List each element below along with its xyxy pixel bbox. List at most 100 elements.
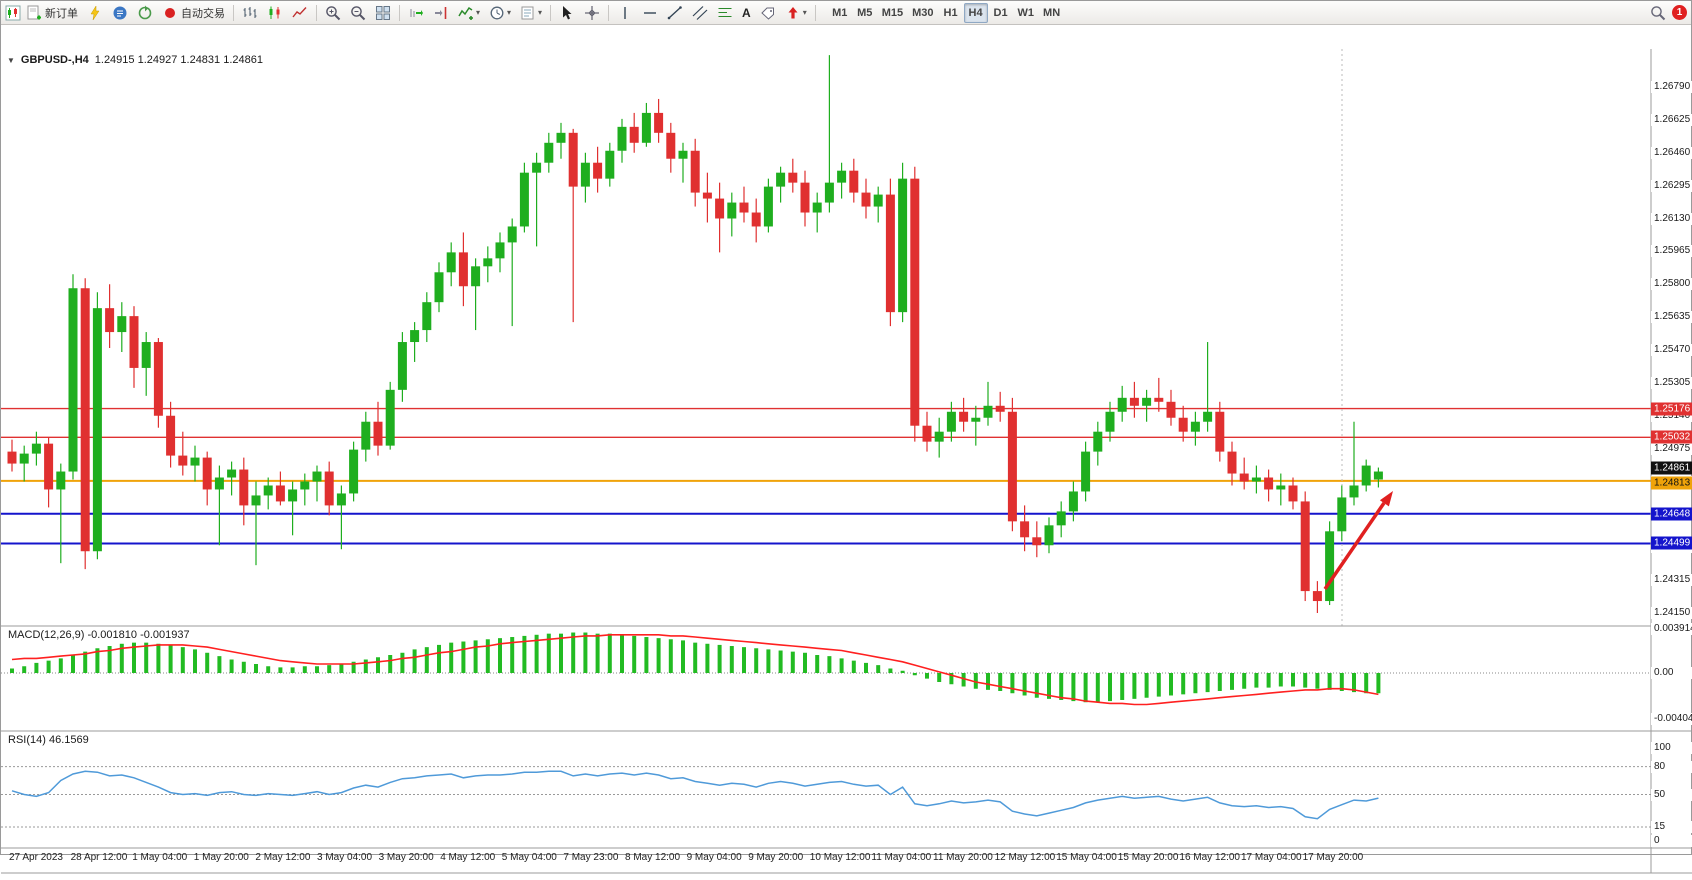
trendline-button[interactable] [663,3,687,23]
label-button[interactable] [756,3,780,23]
notification-badge[interactable]: 1 [1672,5,1687,20]
macd-histogram-bar [779,651,783,673]
arrows-button[interactable]: ▾ [781,3,811,23]
macd-histogram-bar [449,643,453,673]
time-label: 27 Apr 2023 [9,852,63,863]
macd-histogram-bar [608,634,612,673]
one-click-collapse-icon[interactable]: ▼ [7,56,15,65]
timeframe-button-h4[interactable]: H4 [964,3,988,23]
timeframe-button-m30[interactable]: M30 [908,3,937,23]
tile-windows-button[interactable] [371,3,395,23]
time-label: 3 May 20:00 [379,852,434,863]
timeframe-button-m5[interactable]: M5 [853,3,877,23]
candle-body [1215,412,1224,452]
macd-histogram-bar [1157,673,1161,697]
channel-icon [692,5,708,21]
auto-trading-button[interactable]: 自动交易 [158,3,229,23]
auto-scroll-button[interactable] [404,3,428,23]
template-icon [520,5,536,21]
macd-indicator-label: MACD(12,26,9) -0.001810 -0.001937 [8,629,190,641]
macd-histogram-bar [876,665,880,673]
search-icon[interactable] [1650,5,1666,21]
indicators-button[interactable]: ▾ [454,3,484,23]
candle-body [374,422,383,446]
candle-body [471,266,480,286]
macd-histogram-bar [620,635,624,673]
lightning-icon [87,5,103,21]
candle-body [593,163,602,179]
candle-body [569,133,578,187]
macd-histogram-bar [181,647,185,673]
horizontal-line-button[interactable] [638,3,662,23]
chart-shift-button[interactable] [429,3,453,23]
chevron-down-icon: ▾ [507,8,511,17]
macd-histogram-bar [1132,673,1136,699]
crosshair-button[interactable] [580,3,604,23]
market-watch-button[interactable] [108,3,132,23]
new-order-button[interactable]: 新订单 [22,3,82,23]
macd-histogram-bar [71,655,75,673]
candle-body [117,316,126,332]
candle-body [630,127,639,143]
one-click-trading-button[interactable] [83,3,107,23]
candle-body [483,258,492,266]
time-label: 11 May 20:00 [933,852,993,863]
candle-body [1093,432,1102,452]
toolbar: 新订单 自动交易 [1,1,1691,25]
candle-body [215,478,224,490]
candle-body [813,203,822,213]
macd-histogram-bar [1023,673,1027,695]
candle-body [1301,501,1310,591]
toolbar-separator [815,5,816,21]
rsi-axis-label: 80 [1651,761,1692,773]
timeframe-button-w1[interactable]: W1 [1014,3,1039,23]
macd-histogram-bar [47,661,51,673]
price-badge-red: 1.25176 [1651,402,1692,415]
text-button[interactable]: A [738,3,755,23]
timeframe-button-d1[interactable]: D1 [989,3,1013,23]
line-chart-button[interactable] [288,3,312,23]
candle-body [361,422,370,450]
indicators-icon [458,5,474,21]
candle-body [1057,511,1066,525]
macd-histogram-bar [1084,673,1088,702]
macd-histogram-bar [1169,673,1173,695]
candle-body [1203,412,1212,422]
candle-body [349,450,358,494]
rsi-axis-label: 0 [1651,835,1692,847]
equidistant-channel-button[interactable] [688,3,712,23]
timeframe-button-m1[interactable]: M1 [828,3,852,23]
templates-button[interactable]: ▾ [516,3,546,23]
zoom-out-button[interactable] [346,3,370,23]
candlestick-chart-button[interactable] [263,3,287,23]
macd-histogram-bar [169,645,173,673]
macd-histogram-bar [1376,673,1380,693]
candle-body [130,316,139,368]
candle-body [996,406,1005,412]
candle-body [1374,472,1383,480]
zoom-in-icon [325,5,341,21]
timeframe-button-mn[interactable]: MN [1039,3,1064,23]
time-label: 16 May 12:00 [1179,852,1240,863]
candle-body [532,163,541,173]
chart-window-icon [5,5,21,21]
bar-chart-button[interactable] [238,3,262,23]
price-tick-label: 1.24150 [1651,607,1692,619]
refresh-button[interactable] [133,3,157,23]
cursor-button[interactable] [555,3,579,23]
candle-body [410,330,419,342]
time-label: 11 May 04:00 [871,852,931,863]
toolbar-right: 1 [1650,5,1687,21]
candle-body [605,151,614,179]
vertical-line-button[interactable] [613,3,637,23]
macd-histogram-bar [1145,673,1149,698]
timeframe-button-m15[interactable]: M15 [878,3,907,23]
chart-canvas[interactable] [1,25,1692,880]
fibonacci-button[interactable] [713,3,737,23]
periods-button[interactable]: ▾ [485,3,515,23]
timeframe-button-h1[interactable]: H1 [939,3,963,23]
candle-body [93,308,102,551]
zoom-in-button[interactable] [321,3,345,23]
